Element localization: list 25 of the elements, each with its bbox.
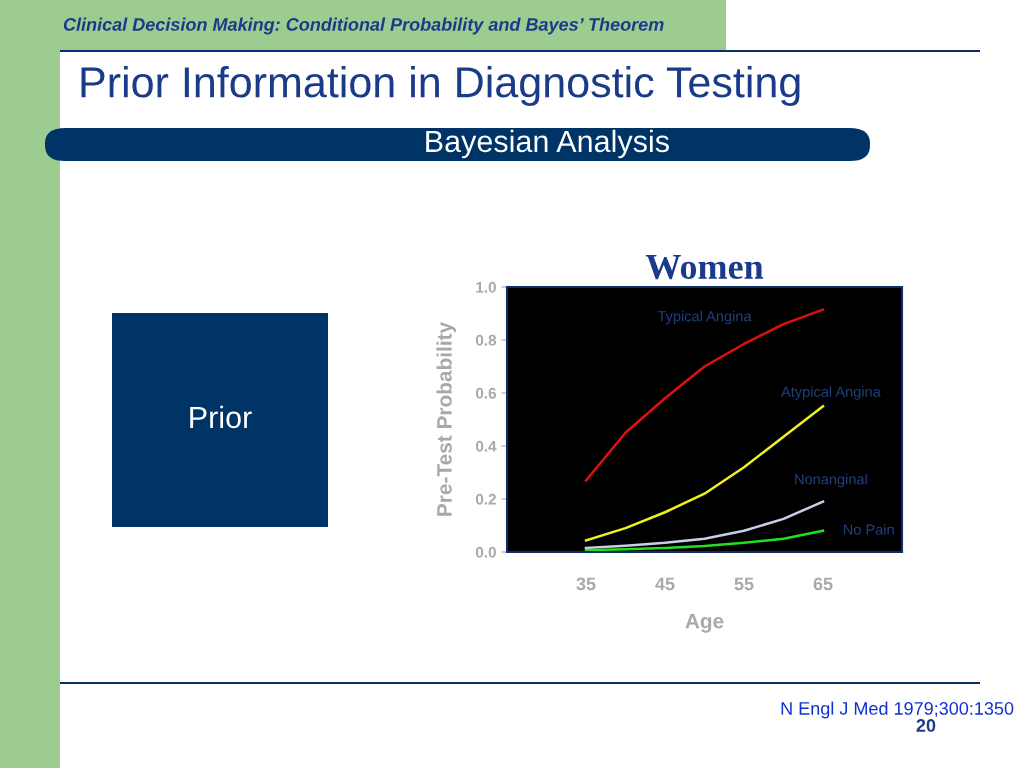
text: N Engl J Med 1979;300:1350 — [781, 701, 1014, 719]
text: Bayesian Analysis — [426, 129, 669, 159]
text: Clinical Decision Making: Conditional Probability and Bayes’ Theorem — [63, 17, 664, 35]
line-series — [584, 529, 825, 552]
x-axis-title: Age — [685, 613, 724, 633]
y-axis-title: Pre-Test Probability — [436, 321, 456, 516]
y-tick-label: 0.8 — [475, 334, 497, 346]
text: Prior — [190, 405, 252, 429]
x-tick-label: 65 — [813, 577, 833, 591]
y-tick-label: 0.2 — [475, 493, 496, 505]
series-label: Atypical Angina — [781, 386, 881, 400]
series-label: Typical Angina — [657, 310, 752, 325]
text: 20 — [916, 719, 936, 732]
y-tick-label: 1.0 — [476, 281, 496, 293]
y-tick-label: 0.0 — [475, 546, 496, 558]
x-tick-label: 55 — [734, 577, 754, 591]
chart-title: Women — [645, 255, 764, 280]
series-label: Nonanginal — [795, 473, 867, 488]
line-series — [584, 500, 825, 550]
y-tick-label: 0.4 — [475, 440, 497, 452]
x-tick-label: 45 — [655, 577, 675, 591]
series-label: No Pain — [843, 524, 894, 535]
y-tick-label: 0.6 — [475, 387, 497, 399]
x-tick-label: 35 — [576, 577, 596, 591]
text: Prior Information in Diagnostic Testing — [81, 65, 800, 107]
